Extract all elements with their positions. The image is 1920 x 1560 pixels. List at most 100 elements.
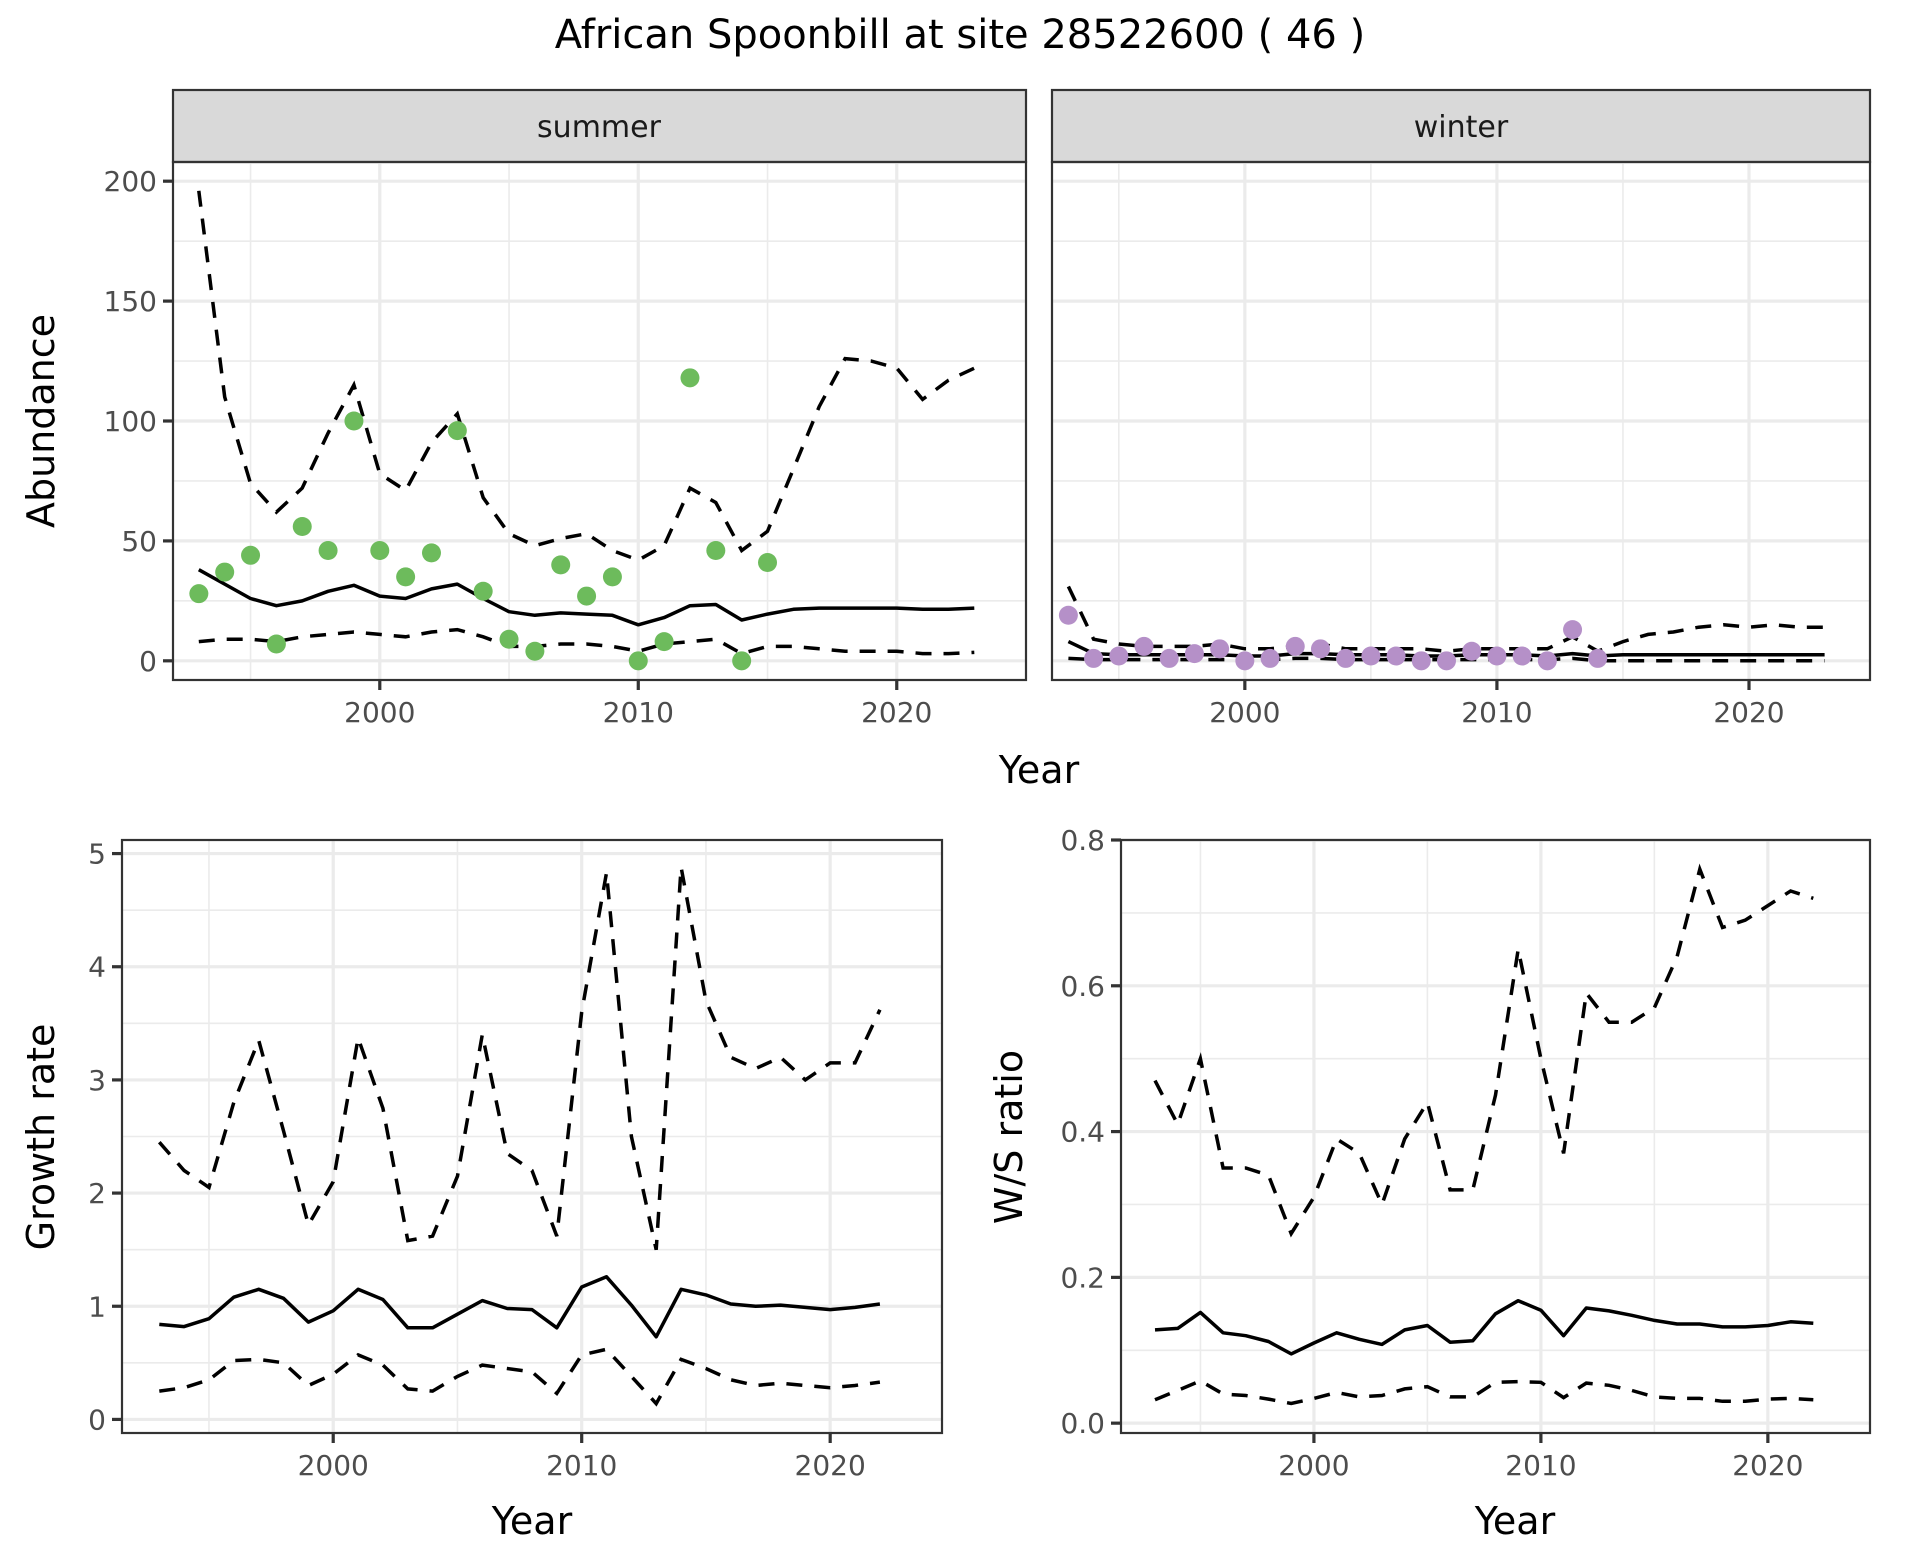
data-point	[758, 552, 778, 572]
grid-summer	[173, 162, 1026, 680]
x-tick-label: 2020	[861, 696, 932, 729]
data-point	[1487, 646, 1507, 666]
data-point	[551, 555, 571, 575]
x-tick-label: 2020	[1732, 1449, 1803, 1482]
data-point	[1411, 651, 1431, 671]
y-tick-label: 200	[104, 165, 157, 198]
y-tick-label: 150	[104, 285, 157, 318]
data-point	[628, 651, 648, 671]
data-point	[525, 641, 545, 661]
strip-winter	[1050, 88, 1872, 164]
panel-growth-rate: 0 1 2 3 4 5 2000 2010 2020	[88, 838, 944, 1482]
data-point	[1310, 639, 1330, 659]
growth-y-ticks: 0 1 2 3 4 5	[88, 838, 122, 1436]
data-point	[1210, 639, 1230, 659]
series-line-mean	[159, 1275, 881, 1339]
y-tick-label: 0.2	[1060, 1261, 1105, 1294]
x-tick-label: 2000	[1209, 696, 1280, 729]
grid-winter	[1052, 162, 1870, 680]
y-tick-label: 0.4	[1060, 1116, 1105, 1149]
y-tick-label: 50	[121, 525, 157, 558]
strip-label-winter: winter	[1414, 110, 1509, 145]
abundance-x-ticks: 2000 2010 2020 2000 2010 2020	[344, 680, 1785, 729]
data-point	[370, 541, 390, 560]
x-tick-label: 2010	[603, 696, 674, 729]
x-tick-label: 2020	[795, 1449, 866, 1482]
y-tick-label: 0.0	[1060, 1407, 1105, 1440]
y-tick-label: 1	[88, 1290, 106, 1323]
ws-y-ticks: 0.0 0.2 0.4 0.6 0.8	[1060, 824, 1121, 1440]
ws-y-label: W/S ratio	[987, 1050, 1031, 1224]
data-point	[1386, 646, 1406, 666]
data-point	[706, 541, 726, 560]
panel-ws-ratio: 0.0 0.2 0.4 0.6 0.8 2000 2010 2020	[1060, 824, 1872, 1482]
marks-ws	[1153, 863, 1814, 1406]
strip-label-summer: summer	[537, 110, 662, 145]
data-point	[1134, 636, 1154, 656]
series-line-lower	[1154, 1378, 1814, 1406]
data-point	[1437, 651, 1457, 671]
y-tick-label: 0.8	[1060, 824, 1105, 857]
abundance-y-label: Abundance	[19, 314, 63, 528]
panel-summer: summer	[171, 88, 1028, 682]
data-point	[421, 543, 441, 563]
y-tick-label: 0	[139, 645, 157, 678]
x-tick-label: 2010	[1505, 1449, 1576, 1482]
marks-summer	[189, 190, 976, 671]
data-point	[680, 368, 700, 388]
growth-x-label: Year	[491, 1499, 573, 1543]
y-tick-label: 3	[88, 1064, 106, 1097]
y-tick-label: 100	[104, 405, 157, 438]
data-point	[292, 517, 312, 537]
data-point	[1235, 651, 1255, 671]
series-line-upper	[1153, 863, 1814, 1238]
grid-growth	[122, 840, 942, 1433]
data-point	[732, 651, 752, 671]
data-point	[447, 421, 467, 441]
data-point	[473, 581, 493, 601]
series-line-mean	[197, 568, 975, 627]
data-point	[1512, 646, 1532, 666]
data-point	[189, 584, 209, 604]
series-line-upper	[157, 866, 882, 1251]
growth-y-label: Growth rate	[19, 1024, 63, 1251]
series-line-lower	[159, 1347, 881, 1407]
abundance-x-label: Year	[998, 748, 1080, 792]
series-line-upper	[1066, 585, 1825, 654]
x-tick-label: 2010	[1461, 696, 1532, 729]
y-tick-label: 0.6	[1060, 970, 1105, 1003]
plot-frame-winter	[1050, 160, 1872, 682]
plot-frame-ws	[1119, 838, 1872, 1435]
ws-x-ticks: 2000 2010 2020	[1278, 1433, 1803, 1482]
data-point	[396, 567, 416, 587]
y-tick-label: 2	[88, 1177, 106, 1210]
series-line-lower	[198, 627, 975, 656]
abundance-y-ticks: 0 50 100 150 200	[104, 165, 173, 678]
y-tick-label: 4	[88, 951, 106, 984]
data-point	[1285, 636, 1305, 656]
series-line-upper	[197, 190, 976, 563]
data-point	[318, 541, 338, 560]
y-tick-label: 0	[88, 1403, 106, 1436]
grid-ws	[1121, 838, 1870, 1433]
marks-growth	[157, 866, 882, 1407]
data-point	[1159, 648, 1179, 668]
y-tick-label: 5	[88, 838, 106, 871]
data-point	[1260, 648, 1280, 668]
data-point	[1361, 646, 1381, 666]
data-point	[1336, 648, 1356, 668]
x-tick-label: 2000	[298, 1449, 369, 1482]
x-tick-label: 2000	[344, 696, 415, 729]
data-point	[266, 634, 286, 654]
plot-frame-growth	[120, 838, 944, 1435]
data-point	[1058, 605, 1078, 625]
data-point	[1537, 651, 1557, 671]
data-point	[344, 411, 364, 431]
data-point	[499, 629, 519, 649]
panel-winter: winter	[1050, 88, 1872, 682]
data-point	[1184, 644, 1204, 664]
data-point	[215, 562, 235, 582]
series-line-mean	[1154, 1298, 1814, 1356]
data-point	[1084, 648, 1104, 668]
